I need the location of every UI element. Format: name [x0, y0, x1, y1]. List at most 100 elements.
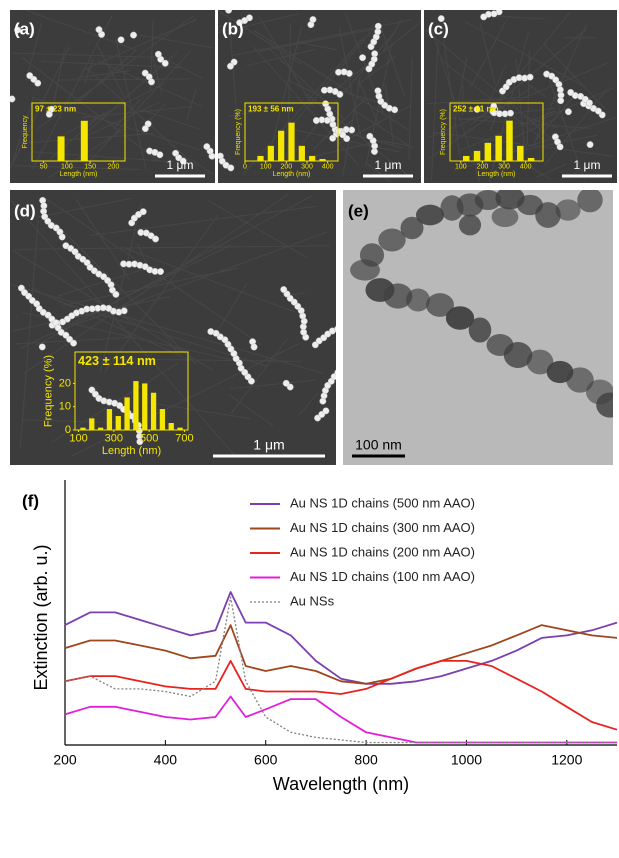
panel-label: (a) — [14, 19, 35, 38]
x-tick-label: 0 — [243, 163, 247, 170]
series-line — [65, 661, 617, 730]
x-tick-label: 1200 — [551, 752, 582, 768]
nanosphere — [228, 165, 234, 171]
x-axis-label: Length (nm) — [478, 171, 516, 178]
nanosphere — [480, 14, 486, 20]
x-tick-label: 400 — [520, 163, 532, 170]
histogram-bar — [133, 381, 138, 430]
nanosphere — [157, 268, 163, 274]
nanosphere — [313, 117, 319, 123]
tem-particle — [555, 199, 580, 220]
histogram-bar — [517, 146, 523, 161]
nanosphere — [152, 236, 158, 242]
y-tick-label: 0 — [65, 424, 71, 436]
x-tick-label: 800 — [354, 752, 378, 768]
legend-label: Au NSs — [290, 593, 335, 608]
y-tick-label: 20 — [59, 377, 71, 389]
y-axis-label: Frequency (%) — [43, 355, 55, 427]
nanosphere — [113, 291, 119, 297]
legend-label: Au NS 1D chains (200 nm AAO) — [290, 544, 475, 559]
x-axis-label: Length (nm) — [60, 171, 98, 178]
x-tick-label: 100 — [455, 163, 467, 170]
histogram-bar — [463, 156, 469, 161]
legend-label: Au NS 1D chains (100 nm AAO) — [290, 569, 475, 584]
histogram-bar — [485, 143, 491, 161]
tem-particle — [577, 188, 602, 213]
x-tick-label: 300 — [301, 163, 313, 170]
x-tick-label: 100 — [260, 163, 272, 170]
x-axis-label: Wavelength (nm) — [273, 774, 409, 794]
scale-bar-label: 100 nm — [355, 437, 402, 453]
x-tick-label: 100 — [61, 163, 73, 170]
nanosphere — [557, 144, 563, 150]
histogram-bar — [81, 121, 88, 161]
nanosphere — [587, 141, 593, 147]
tem-image — [343, 187, 619, 465]
legend-label: Au NS 1D chains (300 nm AAO) — [290, 520, 475, 535]
nanosphere — [310, 16, 316, 22]
nanosphere — [70, 340, 76, 346]
nanosphere — [96, 26, 102, 32]
panel-label: (d) — [14, 201, 36, 220]
nanosphere — [227, 63, 233, 69]
histogram-bar — [319, 159, 325, 161]
series-line — [65, 592, 617, 684]
nanosphere — [321, 87, 327, 93]
histogram-bar — [116, 416, 121, 430]
x-tick-label: 100 — [69, 433, 87, 445]
tem-particle — [469, 317, 492, 342]
nanosphere — [251, 344, 257, 350]
x-tick-label: 200 — [53, 752, 77, 768]
nanosphere — [59, 234, 65, 240]
series-line — [65, 697, 617, 743]
nanosphere — [329, 135, 335, 141]
histogram-bar — [268, 146, 274, 161]
nanosphere — [225, 7, 231, 13]
histogram-bar — [98, 428, 103, 430]
nanosphere — [228, 0, 234, 3]
nanosphere — [331, 373, 337, 379]
nanosphere — [155, 51, 161, 57]
histogram-bar — [528, 158, 534, 161]
histogram-bar — [278, 131, 284, 161]
x-tick-label: 400 — [154, 752, 178, 768]
nanosphere — [280, 286, 286, 292]
histogram-bar — [58, 136, 65, 161]
scale-bar-label: 1 μm — [253, 437, 284, 453]
histogram-bar — [151, 393, 156, 430]
sem-image — [217, 0, 421, 183]
x-tick-label: 300 — [498, 163, 510, 170]
nanosphere — [204, 143, 210, 149]
nanosphere — [208, 328, 214, 334]
nanosphere — [586, 100, 592, 106]
histogram-bar — [142, 383, 147, 430]
y-axis-label: Extinction (arb. u.) — [31, 544, 51, 690]
panel-label: (c) — [428, 19, 449, 38]
x-tick-label: 300 — [105, 433, 123, 445]
histogram-bar — [107, 409, 112, 430]
nanosphere — [375, 88, 381, 94]
series-line — [65, 597, 617, 742]
panel-label: (f) — [22, 491, 39, 510]
nanosphere — [148, 79, 154, 85]
legend-label: Au NS 1D chains (500 nm AAO) — [290, 495, 475, 510]
tem-particle — [492, 207, 519, 227]
scale-bar-label: 1 μm — [375, 158, 402, 172]
nanosphere — [335, 69, 341, 75]
nanosphere — [335, 369, 341, 375]
x-tick-label: 200 — [280, 163, 292, 170]
nanosphere — [322, 101, 328, 107]
nanosphere — [157, 152, 163, 158]
histogram-bar — [309, 156, 315, 161]
x-tick-label: 200 — [477, 163, 489, 170]
series-line — [65, 625, 617, 684]
histogram-bar — [89, 418, 94, 430]
histogram-bar — [160, 409, 165, 430]
nanosphere — [557, 97, 563, 103]
x-tick-label: 600 — [254, 752, 278, 768]
x-tick-label: 1000 — [451, 752, 482, 768]
x-tick-label: 700 — [175, 433, 193, 445]
nanosphere — [565, 109, 571, 115]
inset-title: 97 ± 23 nm — [35, 104, 76, 113]
nanosphere — [130, 32, 136, 38]
